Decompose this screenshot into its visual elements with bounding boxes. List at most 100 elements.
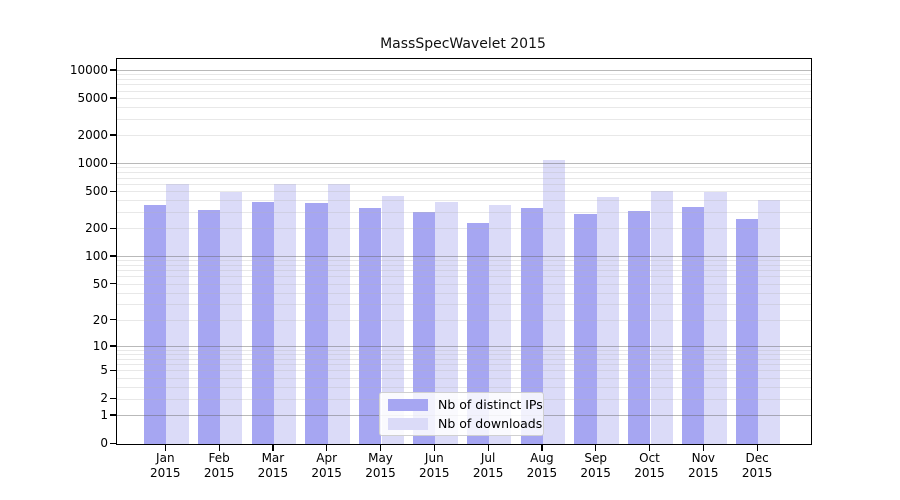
gridline-minor [117, 270, 811, 272]
bar-downloads [435, 201, 458, 444]
x-tick-year: 2015 [688, 466, 719, 480]
gridline-minor [117, 283, 811, 285]
gridline-minor [117, 292, 811, 294]
bar-distinct-ips [574, 214, 597, 444]
x-tick-label: Sep 2015 [564, 451, 628, 481]
y-tick-label: 50 [92, 276, 108, 291]
x-tick-mark [541, 444, 543, 451]
gridline-minor [117, 260, 811, 262]
x-tick-mark [487, 444, 489, 451]
x-tick-mark [649, 444, 651, 451]
gridline-minor [117, 78, 811, 80]
legend-swatch-downloads [388, 417, 428, 430]
bar-distinct-ips [520, 208, 543, 444]
x-tick-year: 2015 [526, 466, 558, 480]
gridline-minor [117, 106, 811, 108]
y-tick-label: 100 [85, 248, 108, 263]
x-tick-label: Apr 2015 [295, 451, 359, 481]
bar-downloads [327, 184, 351, 444]
x-tick-mark [433, 444, 436, 451]
y-tick-label: 1 [100, 407, 108, 422]
gridline-minor [117, 353, 811, 355]
gridline-minor [117, 386, 811, 388]
y-tick-label: 10000 [69, 62, 108, 77]
x-tick-mark [326, 444, 328, 451]
x-tick-label: Feb 2015 [187, 451, 251, 481]
y-tick-mark [110, 97, 116, 99]
gridline-minor [117, 276, 811, 278]
y-tick-mark [110, 255, 116, 257]
gridline-minor [117, 74, 811, 76]
legend-item-downloads: Nb of downloads [380, 416, 543, 431]
bar-distinct-ips [143, 204, 167, 444]
x-tick-mark [218, 444, 220, 451]
gridline-minor [117, 349, 811, 351]
y-tick-label: 0 [100, 436, 108, 450]
bar-distinct-ips [412, 212, 436, 444]
gridline-minor [117, 364, 811, 366]
y-tick-label: 5000 [77, 90, 108, 105]
bar-downloads [489, 204, 512, 444]
legend-label-distinct-ips: Nb of distinct IPs [438, 397, 543, 412]
gridline-major [117, 163, 811, 165]
bar-downloads [220, 191, 243, 444]
gridline-minor [117, 377, 811, 379]
y-tick-label: 20 [92, 312, 108, 327]
gridline-minor [117, 228, 811, 230]
legend-item-distinct-ips: Nb of distinct IPs [380, 397, 543, 412]
x-tick-mark [702, 444, 705, 451]
y-tick-label: 2000 [77, 127, 108, 142]
plot-area [116, 58, 812, 445]
gridline-major [117, 69, 811, 71]
gridline-minor [117, 370, 811, 372]
x-tick-label: Nov 2015 [671, 451, 735, 481]
bar-distinct-ips [735, 219, 759, 444]
x-tick-label: May 2015 [349, 451, 413, 481]
x-tick-year: 2015 [634, 466, 665, 480]
bar-distinct-ips [251, 201, 274, 444]
x-tick-mark [756, 444, 758, 451]
bar-downloads [596, 197, 620, 444]
gridline-minor [117, 183, 811, 185]
x-tick-year: 2015 [365, 466, 396, 480]
x-tick-year: 2015 [580, 466, 611, 480]
x-tick-label: Jun 2015 [402, 451, 466, 481]
bar-distinct-ips [681, 206, 705, 444]
x-tick-year: 2015 [150, 466, 181, 480]
bar-distinct-ips [628, 211, 651, 444]
legend-label-downloads: Nb of downloads [438, 416, 543, 431]
y-tick-mark [110, 227, 116, 229]
bar-downloads [704, 191, 727, 444]
bar-downloads [542, 160, 566, 444]
x-tick-year: 2015 [311, 466, 342, 480]
y-tick-mark [110, 397, 116, 400]
y-tick-mark [110, 442, 116, 444]
y-tick-label: 5 [100, 363, 108, 378]
gridline-minor [117, 135, 811, 136]
legend: Nb of distinct IPs Nb of downloads [379, 392, 544, 436]
y-tick-label: 1000 [77, 156, 108, 171]
y-tick-label: 500 [85, 184, 108, 199]
y-tick-mark [110, 319, 116, 321]
x-tick-label: Aug 2015 [510, 451, 574, 481]
bar-distinct-ips [359, 208, 382, 444]
x-tick-year: 2015 [203, 466, 235, 480]
gridline-minor [117, 211, 811, 213]
y-tick-label: 2 [100, 391, 108, 406]
x-tick-year: 2015 [419, 466, 450, 480]
x-tick-label: Jul 2015 [456, 451, 520, 481]
gridline-minor [117, 84, 811, 86]
x-tick-label: Jan 2015 [133, 451, 197, 481]
y-tick-mark [110, 283, 116, 285]
y-tick-mark [110, 414, 116, 416]
gridline-minor [117, 319, 811, 321]
gridline-minor [117, 200, 811, 202]
bar-downloads [758, 199, 781, 444]
bar-distinct-ips [305, 202, 328, 444]
x-tick-year: 2015 [257, 466, 289, 480]
x-tick-mark [595, 444, 597, 451]
x-tick-mark [272, 444, 274, 451]
gridline-minor [117, 90, 811, 92]
gridline-minor [117, 172, 811, 174]
